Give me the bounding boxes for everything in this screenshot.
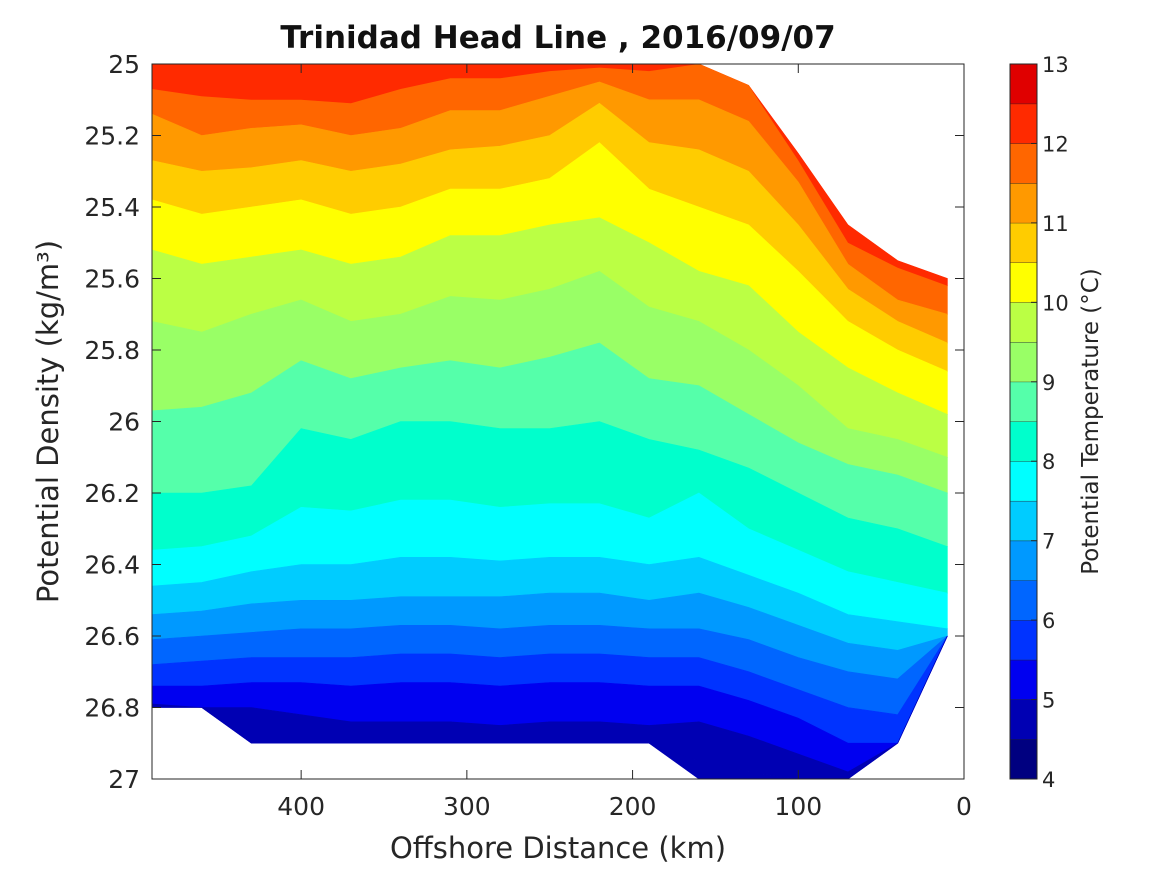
colorbar-swatch: [1010, 262, 1037, 303]
y-axis-ticks: 25 25.2 25.4 25.6 25.8 26 26.2 26.4 26.6 26.8 27: [84, 50, 964, 794]
y-tick-label: 25.8: [84, 336, 140, 365]
y-tick-label: 26.6: [84, 622, 140, 651]
colorbar-tick-label: 7: [1042, 530, 1055, 554]
colorbar-tick-label: 13: [1042, 53, 1069, 77]
colorbar-tick-label: 12: [1042, 132, 1069, 156]
x-tick-label: 100: [774, 792, 822, 821]
colorbar-swatch: [1010, 381, 1037, 422]
plot-area: 400 300 200 100 0 25 25.2 25.4 25.6 25.8 26 26.2 26…: [84, 50, 972, 821]
contour-band: [152, 64, 948, 286]
colorbar-label: Potential Temperature (°C): [1078, 268, 1104, 575]
colorbar-tick-label: 10: [1042, 291, 1069, 315]
y-tick-label: 25.4: [84, 193, 140, 222]
colorbar-frame: [1009, 63, 1038, 780]
colorbar-tick-label: 5: [1042, 689, 1055, 713]
chart-title: Trinidad Head Line , 2016/09/07: [280, 20, 835, 56]
y-tick-label: 25.6: [84, 265, 140, 294]
contour-bands: [151, 63, 948, 780]
colorbar-swatch: [1010, 461, 1037, 501]
colorbar-swatch: [1010, 699, 1037, 740]
colorbar-tick-label: 4: [1042, 768, 1055, 792]
colorbar-swatch: [1010, 659, 1037, 700]
x-tick-label: 0: [956, 792, 972, 821]
y-tick-label: 26: [108, 408, 140, 437]
colorbar-tick-label: 8: [1042, 450, 1055, 474]
contour-band: [152, 635, 948, 780]
colorbar-swatch: [1010, 183, 1037, 223]
colorbar-swatch: [1010, 739, 1037, 779]
colorbar-swatch: [1010, 302, 1037, 343]
y-tick-label: 25: [108, 50, 140, 79]
y-tick-label: 26.8: [84, 694, 140, 723]
colorbar-swatch: [1010, 64, 1037, 104]
y-tick-label: 27: [108, 765, 140, 794]
x-axis-label: Offshore Distance (km): [390, 831, 726, 865]
x-tick-label: 200: [609, 792, 657, 821]
y-tick-label: 25.2: [84, 122, 140, 151]
colorbar-tick-label: 11: [1042, 212, 1069, 236]
colorbar-swatch: [1010, 540, 1037, 581]
colorbar-swatch: [1010, 421, 1037, 462]
colorbar-swatch: [1010, 222, 1037, 263]
x-axis-ticks: 400 300 200 100 0: [277, 64, 972, 821]
y-tick-label: 26.2: [84, 479, 140, 508]
colorbar-tick-label: 6: [1042, 609, 1055, 633]
y-axis-label: Potential Density (kg/m³): [31, 240, 65, 603]
x-tick-label: 300: [443, 792, 491, 821]
colorbar-swatch: [1010, 103, 1037, 144]
colorbar-swatch: [1010, 500, 1037, 541]
y-tick-label: 26.4: [84, 551, 140, 580]
colorbar: 4 5 6 7 8 9 10 11 12 13: [1009, 53, 1069, 792]
x-tick-label: 400: [277, 792, 325, 821]
colorbar-swatch: [1010, 580, 1037, 621]
colorbar-swatch: [1010, 143, 1037, 184]
colorbar-swatch: [1010, 620, 1037, 660]
colorbar-swatch: [1010, 342, 1037, 382]
colorbar-tick-label: 9: [1042, 371, 1055, 395]
